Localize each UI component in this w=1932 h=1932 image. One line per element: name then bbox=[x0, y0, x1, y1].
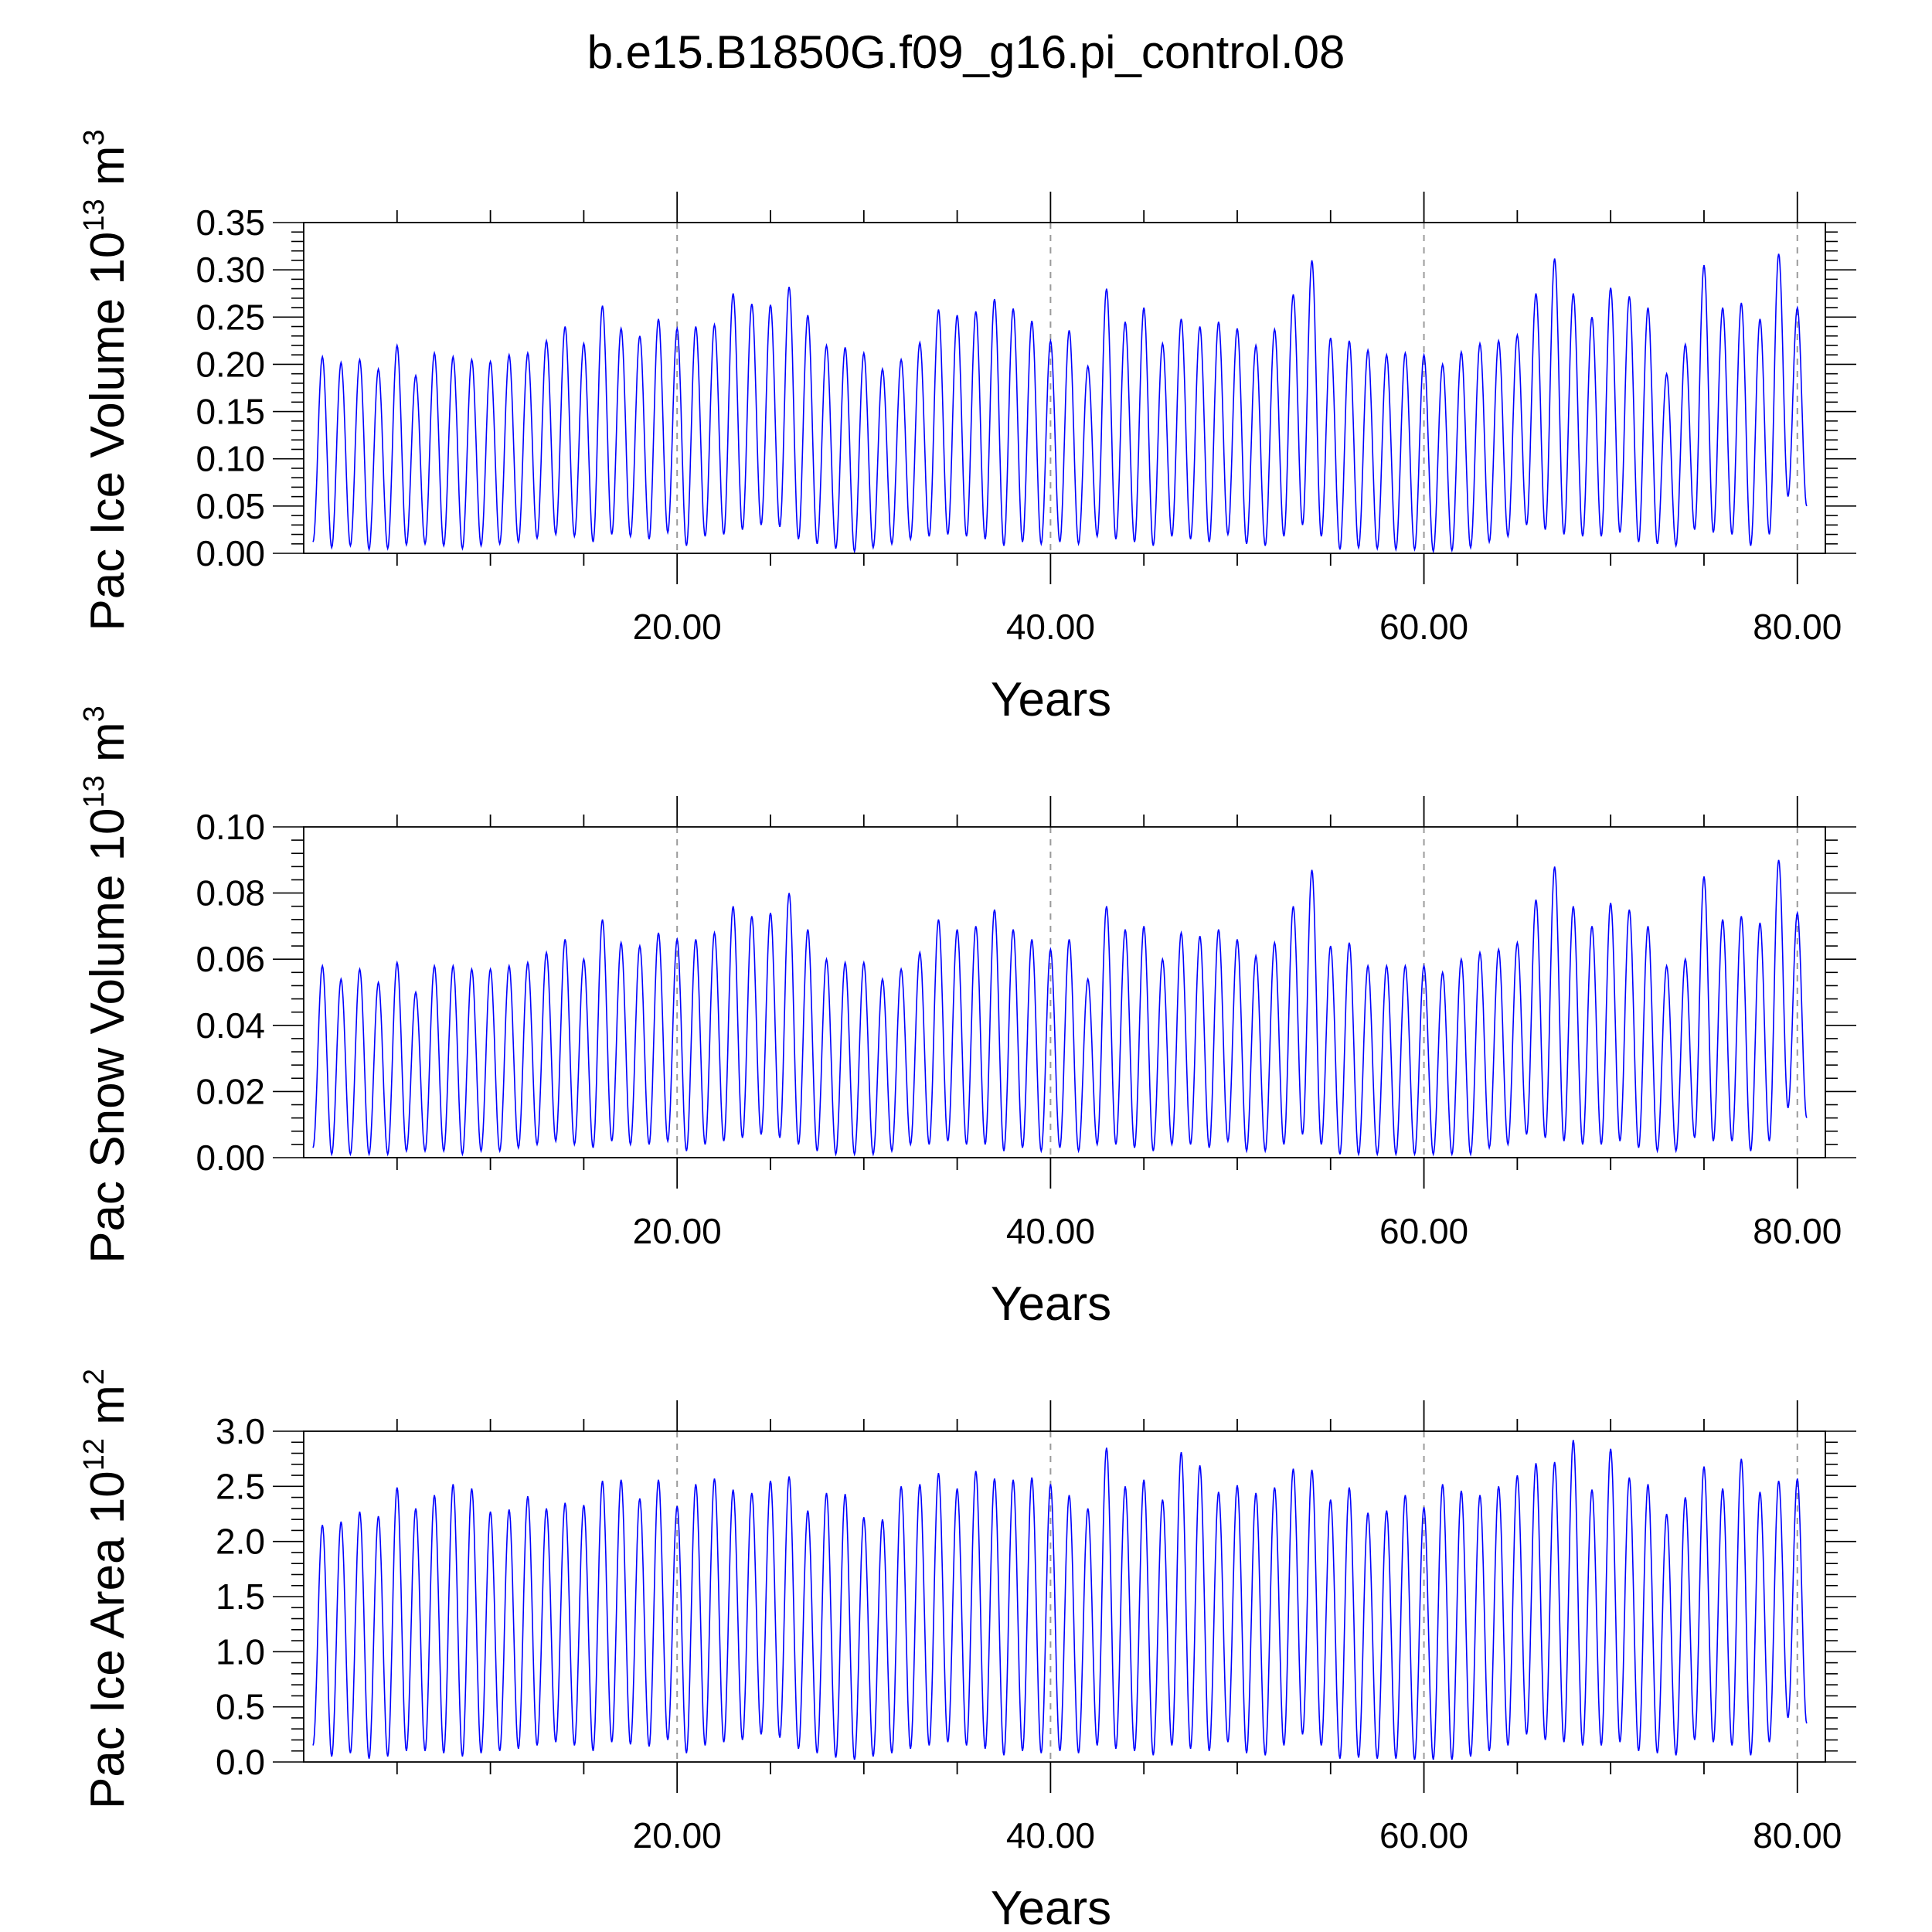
x-tick-label: 40.00 bbox=[1006, 607, 1095, 647]
plot-frame bbox=[303, 222, 1826, 554]
y-axis-label: Pac Snow Volume 1013 m3 bbox=[78, 706, 134, 1264]
x-tick-label: 60.00 bbox=[1379, 607, 1468, 647]
x-tick-label: 80.00 bbox=[1753, 607, 1842, 647]
y-axis-label-text: Pac Snow Volume 10 bbox=[81, 808, 134, 1263]
y-tick-label: 0.25 bbox=[196, 297, 265, 337]
y-axis-label-unit-exponent: 3 bbox=[78, 129, 111, 145]
y-axis-label-unit-exponent: 2 bbox=[78, 1369, 111, 1385]
y-axis-label-exponent: 12 bbox=[78, 1438, 111, 1471]
x-tick-label: 40.00 bbox=[1006, 1211, 1095, 1251]
y-tick-label: 0.5 bbox=[216, 1687, 265, 1727]
y-tick-label: 1.0 bbox=[216, 1631, 265, 1672]
y-axis-label-unit: m bbox=[81, 146, 134, 199]
y-tick-label: 0.08 bbox=[196, 873, 265, 913]
y-tick-label: 0.30 bbox=[196, 250, 265, 290]
x-tick-label: 60.00 bbox=[1379, 1815, 1468, 1855]
y-axis-label-exponent: 13 bbox=[78, 775, 111, 808]
y-axis-label-unit: m bbox=[81, 1385, 134, 1438]
y-tick-label: 0.04 bbox=[196, 1005, 265, 1046]
y-tick-label: 2.5 bbox=[216, 1466, 265, 1506]
x-axis-label: Years bbox=[991, 1882, 1111, 1932]
x-axis-label: Years bbox=[991, 1277, 1111, 1331]
chart-panel-3: 20.00 40.00 60.00 80.00 Years 0.0 0.5 1.0 1.5 2.0… bbox=[78, 1369, 1856, 1932]
x-tick-label: 20.00 bbox=[633, 1211, 722, 1251]
y-tick-label: 0.02 bbox=[196, 1071, 265, 1111]
y-axis-label-text: Pac Ice Volume 10 bbox=[81, 232, 134, 631]
plot-frame bbox=[303, 826, 1826, 1158]
y-axis-label: Pac Ice Area 1012 m2 bbox=[78, 1369, 134, 1809]
y-tick-label: 0.15 bbox=[196, 392, 265, 432]
y-tick-label: 2.0 bbox=[216, 1522, 265, 1562]
y-axis-label-text: Pac Ice Area 10 bbox=[81, 1471, 134, 1809]
y-tick-label: 1.5 bbox=[216, 1577, 265, 1617]
chart-panel-2: 20.00 40.00 60.00 80.00 Years 0.00 0.02 0.04 0.0… bbox=[78, 706, 1856, 1331]
y-tick-label: 0.35 bbox=[196, 202, 265, 243]
y-tick-label: 0.06 bbox=[196, 939, 265, 979]
y-tick-label: 0.20 bbox=[196, 344, 265, 384]
x-tick-label: 60.00 bbox=[1379, 1211, 1468, 1251]
y-tick-label: 0.10 bbox=[196, 439, 265, 479]
y-axis-label: Pac Ice Volume 1013 m3 bbox=[78, 129, 134, 631]
y-axis-label-unit-exponent: 3 bbox=[78, 706, 111, 722]
data-series-line bbox=[312, 253, 1808, 554]
x-axis-label: Years bbox=[991, 673, 1111, 726]
y-tick-label: 0.0 bbox=[216, 1742, 265, 1782]
panels: 20.00 40.00 60.00 80.00Years0.000.050.100.1… bbox=[78, 129, 1856, 1932]
x-tick-label: 20.00 bbox=[633, 607, 722, 647]
y-tick-label: 0.10 bbox=[196, 807, 265, 847]
y-tick-label: 0.00 bbox=[196, 533, 265, 573]
data-series-line bbox=[312, 859, 1808, 1157]
data-series-line bbox=[312, 1440, 1808, 1760]
x-tick-label: 80.00 bbox=[1753, 1815, 1842, 1855]
y-tick-label: 3.0 bbox=[216, 1411, 265, 1451]
x-tick-label: 40.00 bbox=[1006, 1815, 1095, 1855]
x-tick-label: 80.00 bbox=[1753, 1211, 1842, 1251]
y-axis-label-exponent: 13 bbox=[78, 199, 111, 231]
figure-title: b.e15.B1850G.f09_g16.pi_control.08 bbox=[587, 26, 1345, 78]
y-tick-label: 0.00 bbox=[196, 1138, 265, 1178]
x-tick-label: 20.00 bbox=[633, 1815, 722, 1855]
y-tick-label: 0.05 bbox=[196, 486, 265, 526]
chart-panel-1: 20.00 40.00 60.00 80.00 Years 0.00 0.05 0.10 0.1… bbox=[78, 129, 1856, 726]
y-axis-label-unit: m bbox=[81, 722, 134, 775]
